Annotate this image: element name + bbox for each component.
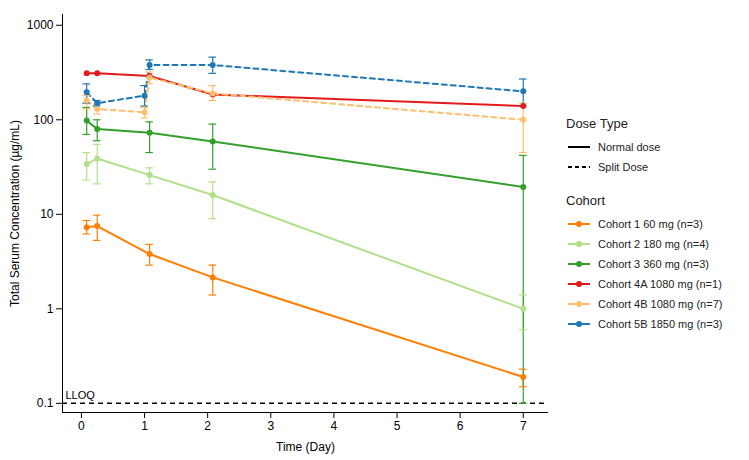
- html-text:Cohort 1 60 mg (n=3): Cohort 1 60 mg (n=3): [598, 218, 703, 230]
- svg-text:3: 3: [267, 419, 274, 433]
- html-text:Split Dose: Split Dose: [598, 161, 649, 173]
- html-text:Cohort 4B 1080 mg (n=7): Cohort 4B 1080 mg (n=7): [598, 298, 723, 310]
- svg-text:1: 1: [141, 419, 148, 433]
- svg-text:100: 100: [33, 113, 53, 127]
- html-text:Cohort 4A 1080 mg (n=1): Cohort 4A 1080 mg (n=1): [598, 278, 722, 290]
- svg-text:1000: 1000: [27, 18, 54, 32]
- svg-text:Total Serum Concentration (µg/: Total Serum Concentration (µg/mL): [8, 120, 22, 307]
- svg-text:4: 4: [331, 419, 338, 433]
- svg-text:Time (Day): Time (Day): [276, 440, 335, 454]
- html-text:Cohort 2 180 mg (n=4): Cohort 2 180 mg (n=4): [598, 238, 709, 250]
- svg-text:5: 5: [394, 419, 401, 433]
- html-text:Normal dose: Normal dose: [598, 141, 661, 153]
- svg-text:0: 0: [78, 419, 85, 433]
- svg-text:1: 1: [47, 302, 54, 316]
- svg-text:7: 7: [520, 419, 527, 433]
- svg-text:10: 10: [40, 207, 54, 221]
- html-text:Dose Type: Dose Type: [566, 116, 628, 131]
- svg-text:LLOQ: LLOQ: [66, 389, 96, 401]
- html-text:Cohort: Cohort: [566, 193, 605, 208]
- svg-text:2: 2: [204, 419, 211, 433]
- html-text:Cohort 5B 1850 mg (n=3): Cohort 5B 1850 mg (n=3): [598, 318, 723, 330]
- svg-text:0.1: 0.1: [37, 396, 54, 410]
- html-text:Cohort 3 360 mg (n=3): Cohort 3 360 mg (n=3): [598, 258, 709, 270]
- svg-text:6: 6: [457, 419, 464, 433]
